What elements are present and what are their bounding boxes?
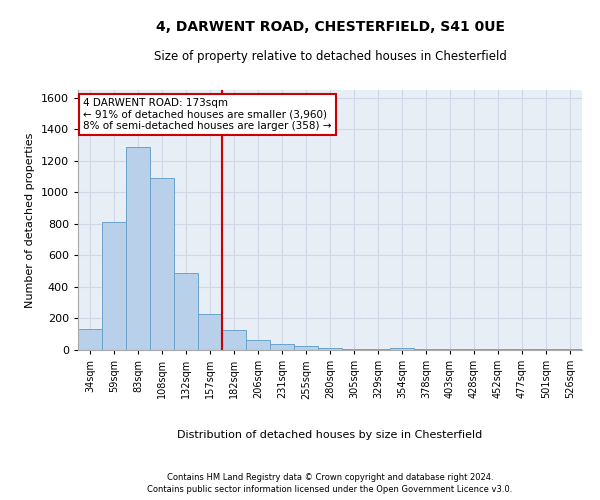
Bar <box>318 348 342 350</box>
Bar <box>102 222 126 350</box>
Bar <box>366 349 390 350</box>
Bar <box>222 330 246 350</box>
Bar <box>486 349 510 350</box>
Text: Distribution of detached houses by size in Chesterfield: Distribution of detached houses by size … <box>178 430 482 440</box>
Text: Contains public sector information licensed under the Open Government Licence v3: Contains public sector information licen… <box>148 485 512 494</box>
Bar <box>534 349 558 350</box>
Bar <box>198 314 222 350</box>
Bar <box>462 349 486 350</box>
Bar <box>150 178 174 350</box>
Bar <box>414 349 438 350</box>
Bar <box>126 146 150 350</box>
Bar <box>294 346 318 350</box>
Text: Contains HM Land Registry data © Crown copyright and database right 2024.: Contains HM Land Registry data © Crown c… <box>167 472 493 482</box>
Text: 4, DARWENT ROAD, CHESTERFIELD, S41 0UE: 4, DARWENT ROAD, CHESTERFIELD, S41 0UE <box>155 20 505 34</box>
Bar <box>270 344 294 350</box>
Bar <box>558 349 582 350</box>
Text: Size of property relative to detached houses in Chesterfield: Size of property relative to detached ho… <box>154 50 506 63</box>
Y-axis label: Number of detached properties: Number of detached properties <box>25 132 35 308</box>
Bar <box>342 349 366 350</box>
Bar <box>438 349 462 350</box>
Bar <box>78 328 102 350</box>
Bar <box>390 348 414 350</box>
Bar <box>174 273 198 350</box>
Text: 4 DARWENT ROAD: 173sqm
← 91% of detached houses are smaller (3,960)
8% of semi-d: 4 DARWENT ROAD: 173sqm ← 91% of detached… <box>83 98 332 131</box>
Bar <box>510 349 534 350</box>
Bar <box>246 340 270 350</box>
